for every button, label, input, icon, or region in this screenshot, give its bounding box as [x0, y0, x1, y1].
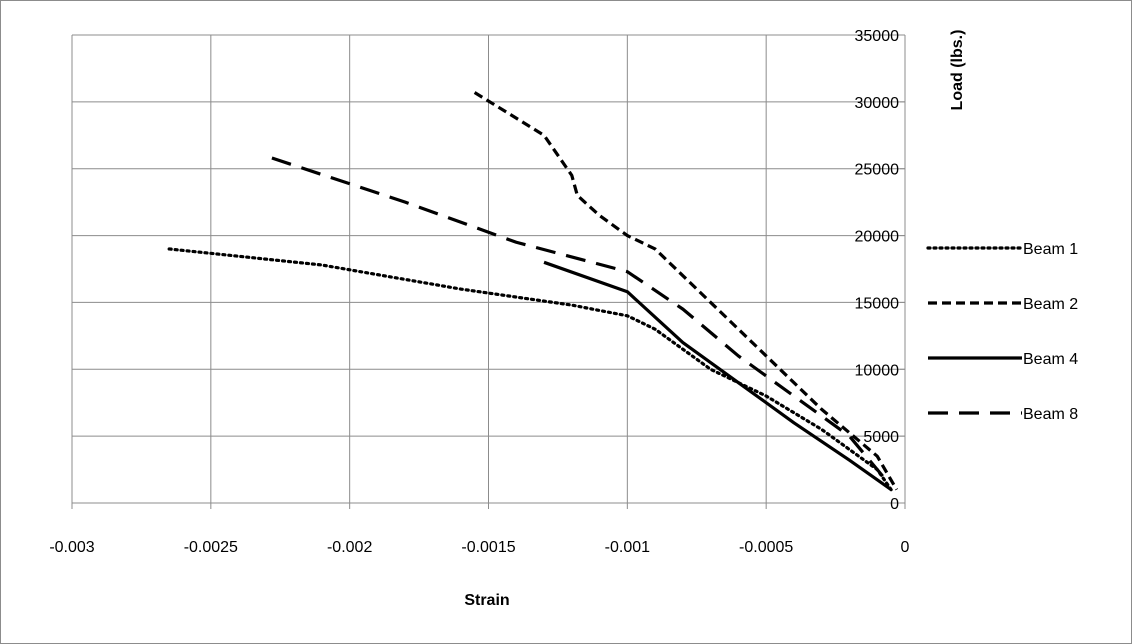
y-tick-label: 15000	[855, 295, 900, 312]
y-axis-title: Load (lbs.)	[949, 30, 966, 111]
series-line-beam-8	[271, 156, 885, 478]
y-tick-label: 0	[890, 496, 899, 513]
y-tick-labels: 0 5000 10000 15000 20000 25000 30000 35000	[855, 28, 900, 513]
series-line-beam-1	[167, 247, 893, 492]
series-line-beam-4	[543, 260, 893, 491]
x-axis-title: Strain	[464, 592, 509, 609]
x-tick-label: -0.0025	[184, 539, 238, 556]
y-tick-label: 25000	[855, 162, 900, 179]
series-line-beam-2	[473, 91, 899, 491]
x-tick-label: -0.0005	[739, 539, 793, 556]
x-tick-labels: -0.003 -0.0025 -0.002 -0.0015 -0.001 -0.0005 0	[49, 539, 909, 556]
y-tick-label: 5000	[863, 429, 899, 446]
y-tick-label: 35000	[855, 28, 900, 45]
legend: Beam 1 Beam 2 Beam 4 Beam 8	[926, 241, 1078, 423]
legend-label-beam-8: Beam 8	[1023, 406, 1078, 423]
legend-label-beam-4: Beam 4	[1023, 351, 1078, 368]
x-tick-label: 0	[901, 539, 910, 556]
y-tick-label: 20000	[855, 229, 900, 246]
x-tick-label: -0.001	[605, 539, 650, 556]
y-tick-label: 30000	[855, 95, 900, 112]
x-tick-label: -0.0015	[461, 539, 515, 556]
gridlines	[71, 34, 906, 504]
legend-label-beam-2: Beam 2	[1023, 296, 1078, 313]
x-tick-label: -0.002	[327, 539, 372, 556]
axes	[71, 34, 906, 509]
y-tick-label: 10000	[855, 362, 900, 379]
legend-label-beam-1: Beam 1	[1023, 241, 1078, 258]
x-tick-label: -0.003	[49, 539, 94, 556]
series-lines	[167, 91, 899, 492]
